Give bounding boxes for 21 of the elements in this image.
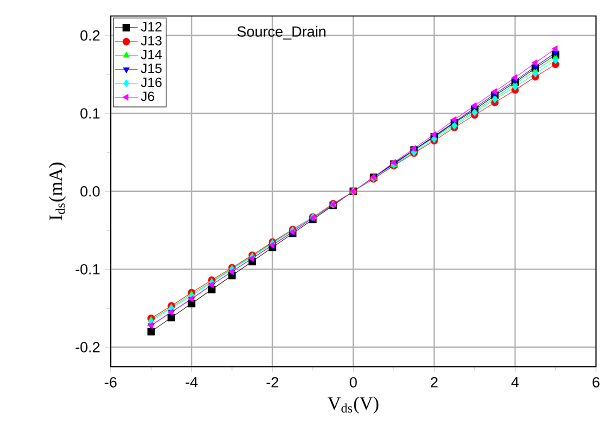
legend-label: J12 — [140, 22, 162, 32]
y-tick-label: -0.2 — [76, 342, 100, 353]
x-tick-label: -4 — [186, 377, 198, 388]
x-tick-label: 4 — [511, 377, 519, 388]
y-tick-label: 0.1 — [80, 108, 100, 119]
y-tick-label: 0.2 — [80, 30, 100, 41]
legend-label: J14 — [140, 50, 162, 60]
x-tick-label: -6 — [104, 377, 117, 388]
y-axis-title: I$_{ds}$(mA) — [48, 162, 66, 220]
y-tick-label: -0.1 — [76, 264, 100, 275]
y-tick-label: 0.0 — [80, 186, 100, 197]
annotation: Source_Drain — [237, 26, 326, 40]
legend-label: J15 — [140, 64, 162, 74]
x-axis-title: V$_{ds}$(V) — [328, 396, 378, 414]
x-tick-label: 6 — [592, 377, 600, 388]
x-tick-label: 2 — [430, 377, 438, 388]
x-tick-label: -2 — [266, 377, 278, 388]
legend-label: J6 — [140, 92, 154, 102]
x-tick-label: 0 — [350, 377, 357, 388]
legend-label: J13 — [140, 36, 162, 46]
legend-label: J16 — [140, 78, 162, 88]
